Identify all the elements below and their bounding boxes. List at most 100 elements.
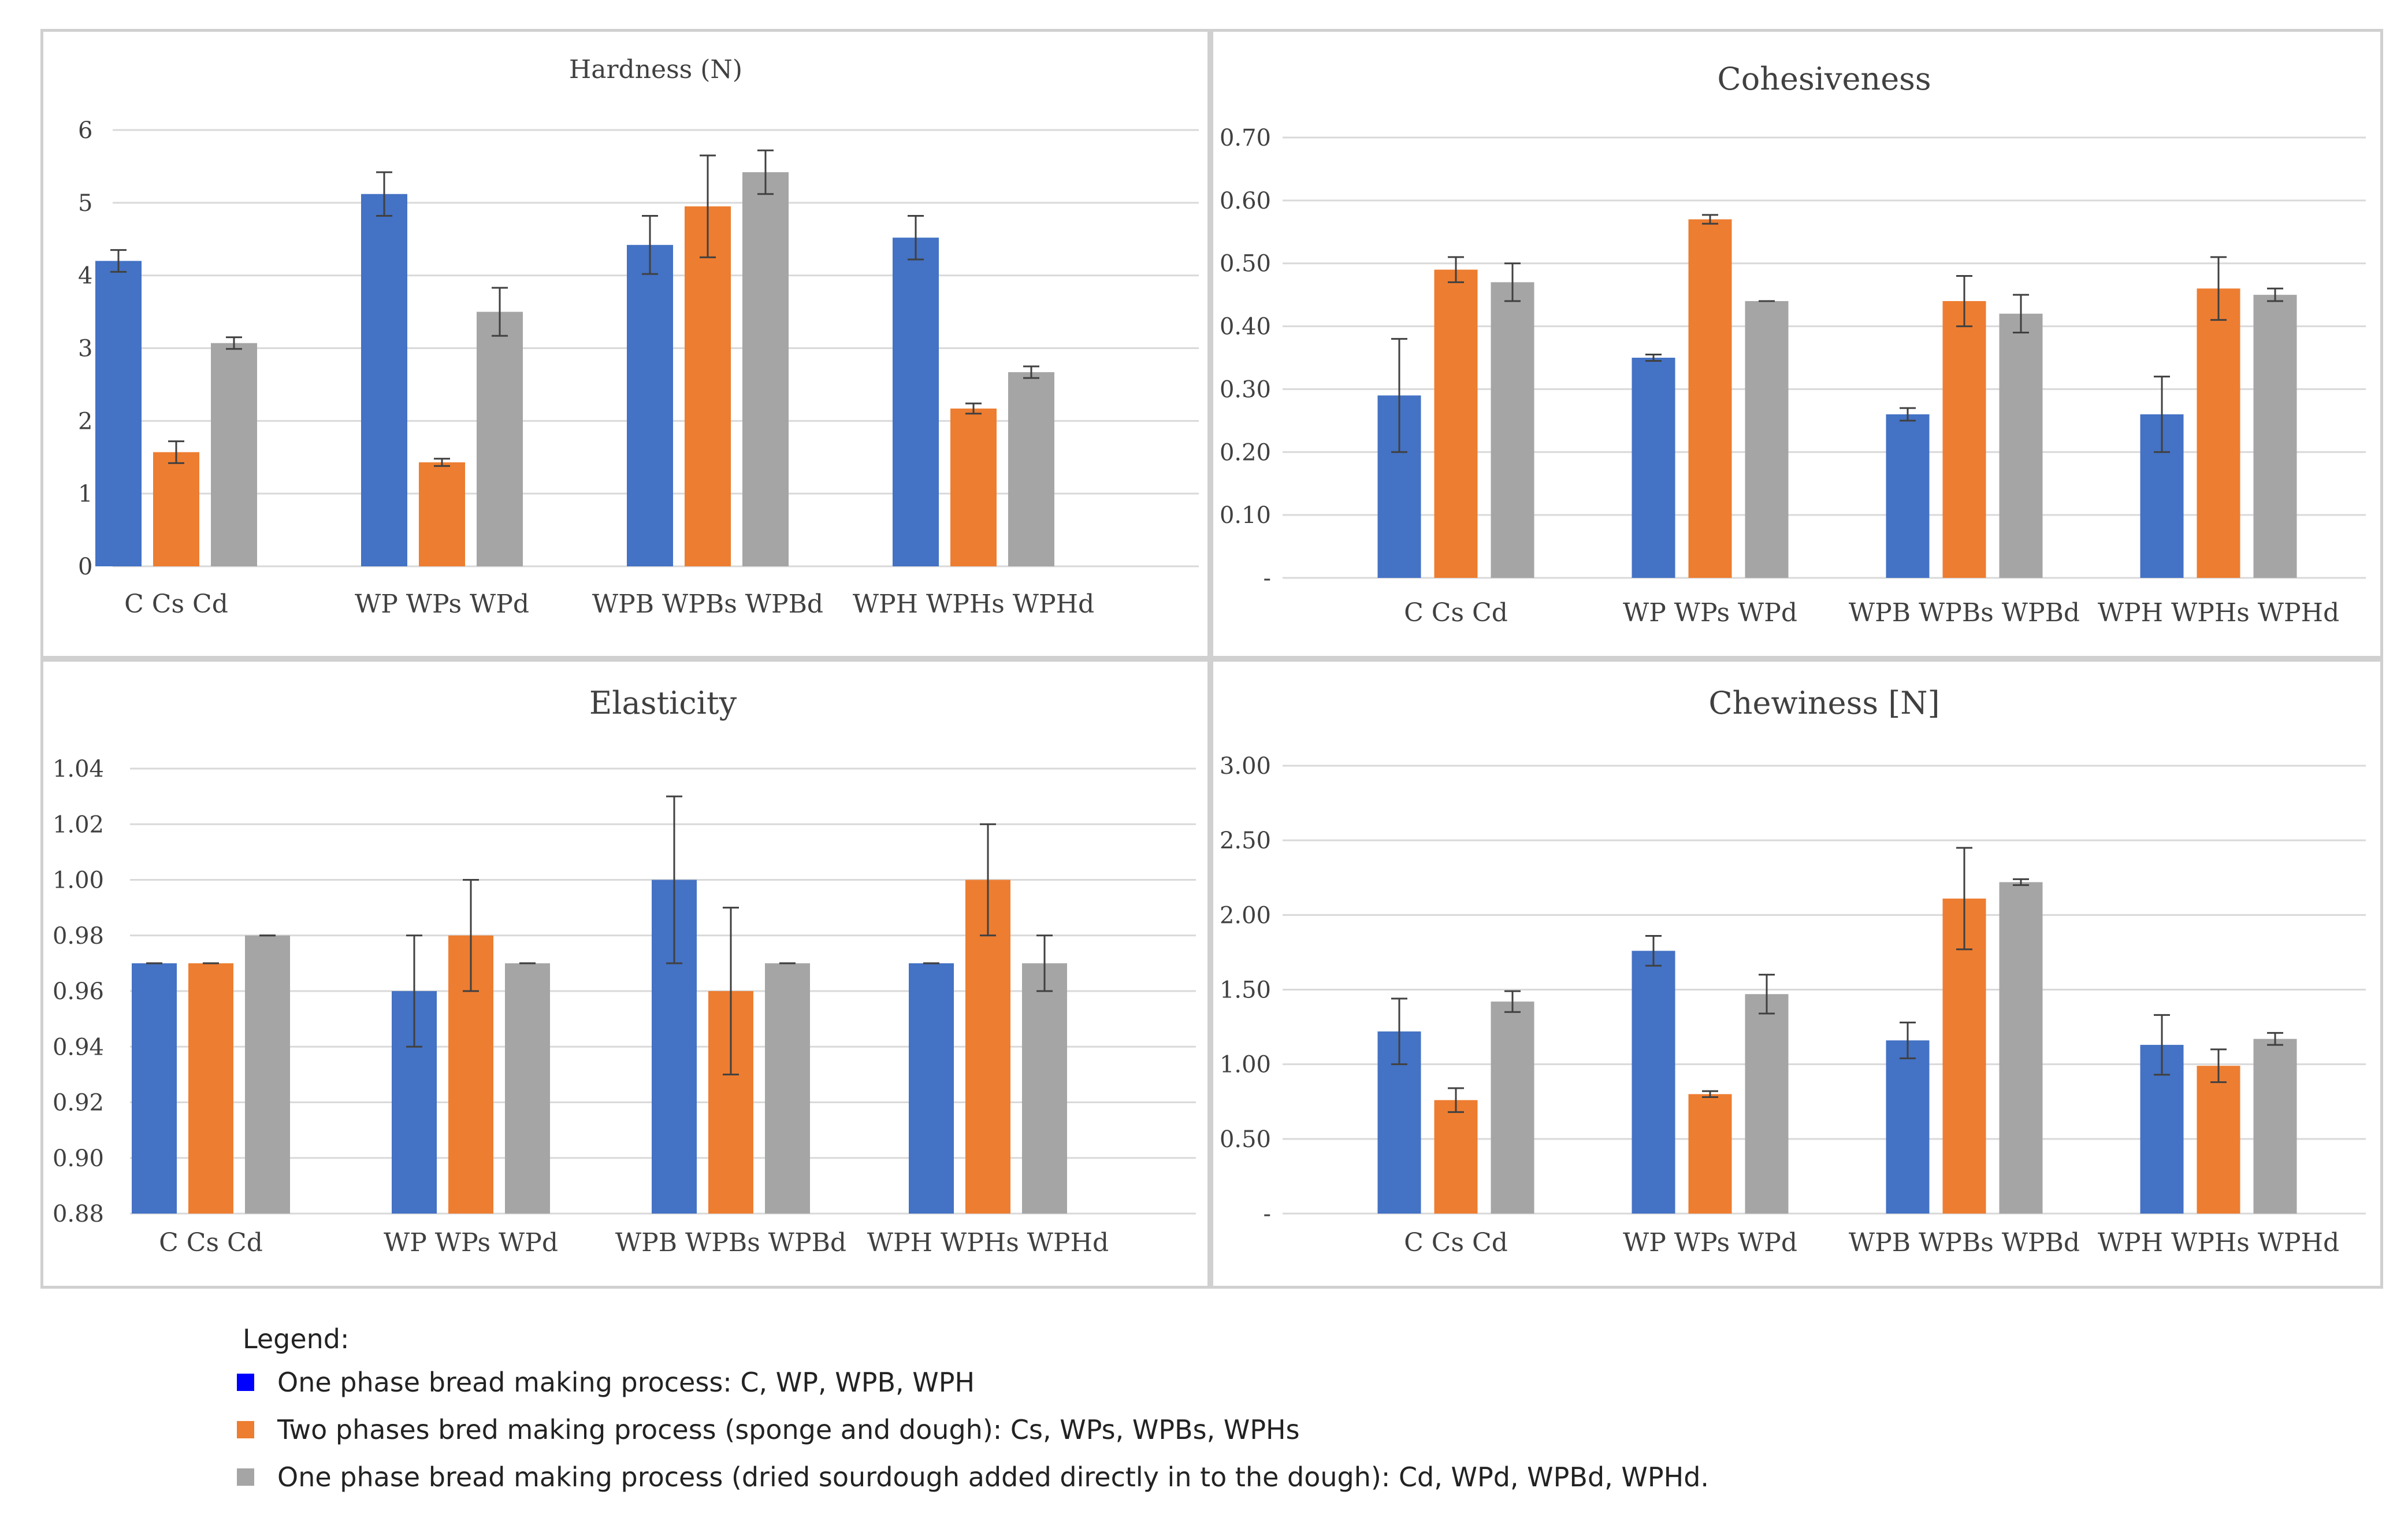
y-tick-label: 1.00	[1220, 1052, 1271, 1078]
y-tick-label: 3.00	[1220, 753, 1271, 780]
bar-one-phase	[1886, 414, 1930, 578]
bar-dried-sourdough	[245, 935, 290, 1214]
bar-one-phase	[893, 238, 939, 566]
bar-dried-sourdough	[1491, 282, 1534, 578]
y-tick-label: 0.50	[1220, 251, 1271, 277]
hardness-chart-panel: Hardness (N) 0 1 2 3 4 5 6 C Cs Cd WP WPs WPd WPB …	[40, 29, 1210, 659]
y-tick-label: 0.60	[1220, 188, 1271, 214]
bar-one-phase	[909, 963, 954, 1214]
bar-dried-sourdough	[2253, 1038, 2297, 1214]
category-label: WP WPs WPd	[384, 1228, 558, 1257]
bar-two-phases	[419, 462, 465, 566]
bar-two-phases	[1942, 898, 1986, 1214]
bar-one-phase	[132, 963, 177, 1214]
y-tick-label: 6	[78, 117, 92, 144]
y-tick-label: 2	[78, 408, 92, 435]
bar-one-phase	[1632, 358, 1675, 578]
bar-two-phases	[153, 452, 199, 566]
category-label: C Cs Cd	[1404, 598, 1508, 628]
bar-one-phase	[361, 194, 407, 566]
y-tick-label: 0.30	[1220, 376, 1271, 403]
category-label: WPH WPHs WPHd	[2098, 1228, 2339, 1257]
chart-title: Chewiness [N]	[1708, 685, 1939, 721]
cohesiveness-chart: Cohesiveness - 0.10 0.20 0.30 0.40 0.50 0.60 0.7…	[1220, 61, 2366, 628]
y-tick-label: 3	[78, 336, 92, 362]
bar-dried-sourdough	[1008, 372, 1054, 566]
bar-dried-sourdough	[1999, 313, 2043, 578]
chart-title: Hardness (N)	[569, 55, 742, 84]
legend-item-dried-sourdough: One phase bread making process (dried so…	[237, 1460, 1709, 1494]
bar-two-phases	[1942, 301, 1986, 578]
bar-dried-sourdough	[211, 343, 257, 566]
cohesiveness-chart-panel: Cohesiveness - 0.10 0.20 0.30 0.40 0.50 0.60 0.7…	[1210, 29, 2383, 659]
legend-swatch-one-phase	[237, 1374, 254, 1391]
category-label: WPH WPHs WPHd	[853, 589, 1094, 619]
legend-title: Legend:	[243, 1323, 350, 1355]
y-tick-label: 0.96	[53, 978, 104, 1005]
bar-two-phases	[2197, 1066, 2240, 1214]
y-tick-label: 2.00	[1220, 902, 1271, 929]
bar-dried-sourdough	[1745, 301, 1789, 578]
bar-dried-sourdough	[1491, 1001, 1534, 1214]
bar-dried-sourdough	[765, 963, 810, 1214]
y-tick-label: 1.00	[53, 867, 104, 894]
bar-two-phases	[1688, 1094, 1732, 1214]
legend-swatch-dried-sourdough	[237, 1468, 254, 1486]
y-tick-label: 1	[78, 481, 92, 507]
bar-two-phases	[1688, 219, 1732, 578]
y-tick-label: -	[1263, 565, 1271, 592]
chewiness-chart: Chewiness [N] - 0.50 1.00 1.50 2.00 2.50 3.00 C …	[1220, 685, 2366, 1257]
category-label: WPB WPBs WPBd	[1849, 1228, 2080, 1257]
bar-dried-sourdough	[477, 311, 523, 566]
y-tick-label: 0.20	[1220, 439, 1271, 466]
bar-two-phases	[1434, 269, 1478, 578]
category-label: C Cs Cd	[1404, 1228, 1508, 1257]
chart-title: Cohesiveness	[1717, 61, 1931, 97]
bar-dried-sourdough	[505, 963, 550, 1214]
category-label: C Cs Cd	[159, 1228, 263, 1257]
legend-item-two-phases: Two phases bred making process (sponge a…	[237, 1412, 1709, 1447]
y-tick-label: 0.98	[53, 923, 104, 949]
bar-two-phases	[685, 206, 731, 566]
y-tick-label: 0	[78, 554, 92, 580]
y-tick-label: 0.92	[53, 1090, 104, 1116]
y-tick-label: 4	[78, 263, 92, 290]
bar-two-phases	[950, 408, 997, 566]
bar-dried-sourdough	[1022, 963, 1067, 1214]
legend: Legend: One phase bread making process: …	[237, 1323, 1709, 1507]
category-label: WPH WPHs WPHd	[867, 1228, 1109, 1257]
bar-one-phase	[627, 244, 673, 567]
category-label: WP WPs WPd	[1623, 1228, 1797, 1257]
elasticity-chart-panel: Elasticity 0.88 0.90 0.92 0.94 0.96 0.98 1.00 1.…	[40, 659, 1210, 1289]
legend-swatch-two-phases	[237, 1421, 254, 1438]
y-tick-label: 0.40	[1220, 314, 1271, 340]
category-label: WPB WPBs WPBd	[592, 589, 823, 619]
chewiness-chart-panel: Chewiness [N] - 0.50 1.00 1.50 2.00 2.50 3.00 C …	[1210, 659, 2383, 1289]
category-label: WPB WPBs WPBd	[615, 1228, 846, 1257]
category-label: WPH WPHs WPHd	[2098, 598, 2339, 628]
y-tick-label: 1.02	[53, 811, 104, 838]
y-tick-label: 0.10	[1220, 502, 1271, 529]
bar-two-phases	[188, 963, 233, 1214]
bar-two-phases	[2197, 288, 2240, 578]
category-label: WP WPs WPd	[1623, 598, 1797, 628]
legend-label-two-phases: Two phases bred making process (sponge a…	[277, 1414, 1300, 1445]
y-tick-label: -	[1263, 1201, 1271, 1227]
hardness-chart: Hardness (N) 0 1 2 3 4 5 6 C Cs Cd WP WPs WPd WPB …	[78, 55, 1199, 619]
y-tick-label: 0.90	[53, 1145, 104, 1172]
legend-label-one-phase: One phase bread making process: C, WP, W…	[277, 1367, 975, 1398]
y-tick-label: 0.94	[53, 1034, 104, 1060]
bar-one-phase	[1886, 1040, 1930, 1214]
bar-dried-sourdough	[742, 172, 789, 566]
bar-one-phase	[1632, 951, 1675, 1214]
bar-dried-sourdough	[1999, 882, 2043, 1214]
y-tick-label: 2.50	[1220, 828, 1271, 854]
category-label: WP WPs WPd	[355, 589, 529, 619]
chart-title: Elasticity	[589, 685, 737, 721]
bar-one-phase	[95, 261, 142, 566]
y-tick-label: 1.04	[53, 756, 104, 782]
y-tick-label: 0.88	[53, 1201, 104, 1227]
y-tick-label: 5	[78, 190, 92, 217]
category-label: WPB WPBs WPBd	[1849, 598, 2080, 628]
y-tick-label: 0.50	[1220, 1126, 1271, 1153]
